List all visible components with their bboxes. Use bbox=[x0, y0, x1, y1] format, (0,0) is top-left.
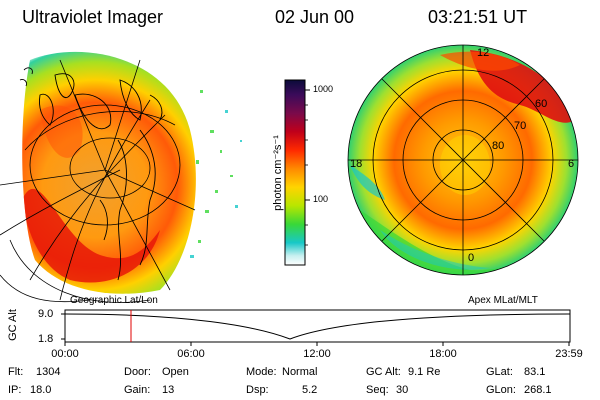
timeline-ytick-top: 9.0 bbox=[38, 308, 54, 320]
mode-label: Mode: bbox=[246, 366, 277, 378]
mlt-12-label: 12 bbox=[477, 47, 490, 59]
status-row-1: Flt: 1304 Door: Open Mode: Normal GC Alt… bbox=[0, 366, 600, 380]
mlat-70-label: 70 bbox=[514, 120, 527, 132]
timeline-tick-1: 06:00 bbox=[177, 348, 205, 360]
colorbar-units: photon cm⁻²s⁻¹ bbox=[272, 135, 284, 211]
apex-panel-title: Apex MLat/MLT bbox=[468, 295, 538, 306]
status-row-2: IP: 18.0 Gain: 13 Dsp: 5.2 Seq: 30 GLon:… bbox=[0, 384, 600, 398]
gain-label: Gain: bbox=[124, 384, 151, 396]
seq-label: Seq: bbox=[366, 384, 389, 396]
timeline-tick-3: 18:00 bbox=[429, 348, 457, 360]
mlt-18-label: 18 bbox=[350, 158, 363, 170]
timeline-tick-2: 12:00 bbox=[303, 348, 331, 360]
glat-label: GLat: bbox=[486, 366, 513, 378]
ip-label: IP: bbox=[8, 384, 22, 396]
image-date: 02 Jun 00 bbox=[275, 7, 355, 27]
door-label: Door: bbox=[124, 366, 151, 378]
polar-image bbox=[347, 44, 579, 276]
geographic-panel-title: Geographic Lat/Lon bbox=[70, 295, 158, 306]
glon-value: 268.1 bbox=[524, 384, 552, 396]
colorbar bbox=[284, 79, 310, 266]
geographic-image bbox=[0, 51, 242, 303]
dsp-label: Dsp: bbox=[246, 384, 269, 396]
header-bar: Ultraviolet Imager 02 Jun 00 03:21:51 UT bbox=[0, 0, 600, 34]
altitude-timeline bbox=[61, 309, 571, 346]
mlt-0-label: 0 bbox=[468, 252, 475, 264]
image-time: 03:21:51 UT bbox=[428, 7, 528, 27]
ip-value: 18.0 bbox=[30, 384, 52, 396]
gcalt-label: GC Alt: bbox=[366, 366, 401, 378]
dsp-value: 5.2 bbox=[302, 384, 318, 396]
colorbar-tick-100: 100 bbox=[313, 194, 329, 204]
timeline-ytick-bottom: 1.8 bbox=[38, 333, 54, 345]
mlat-60-label: 60 bbox=[535, 98, 548, 110]
instrument-title: Ultraviolet Imager bbox=[22, 7, 164, 27]
flt-label: Flt: bbox=[8, 366, 24, 378]
mlat-80-label: 80 bbox=[492, 140, 505, 152]
glon-label: GLon: bbox=[486, 384, 516, 396]
mlt-6-label: 6 bbox=[568, 158, 575, 170]
gcalt-value: 9.1 Re bbox=[408, 366, 441, 378]
timeline-tick-0: 00:00 bbox=[51, 348, 79, 360]
door-value: Open bbox=[162, 366, 189, 378]
seq-value: 30 bbox=[396, 384, 409, 396]
gain-value: 13 bbox=[162, 384, 175, 396]
timeline-tick-4: 23:59 bbox=[555, 348, 583, 360]
mode-value: Normal bbox=[282, 366, 318, 378]
flt-value: 1304 bbox=[36, 366, 61, 378]
timeline-ylabel: GC Alt bbox=[7, 309, 19, 341]
glat-value: 83.1 bbox=[524, 366, 546, 378]
colorbar-tick-1000: 1000 bbox=[313, 84, 334, 94]
